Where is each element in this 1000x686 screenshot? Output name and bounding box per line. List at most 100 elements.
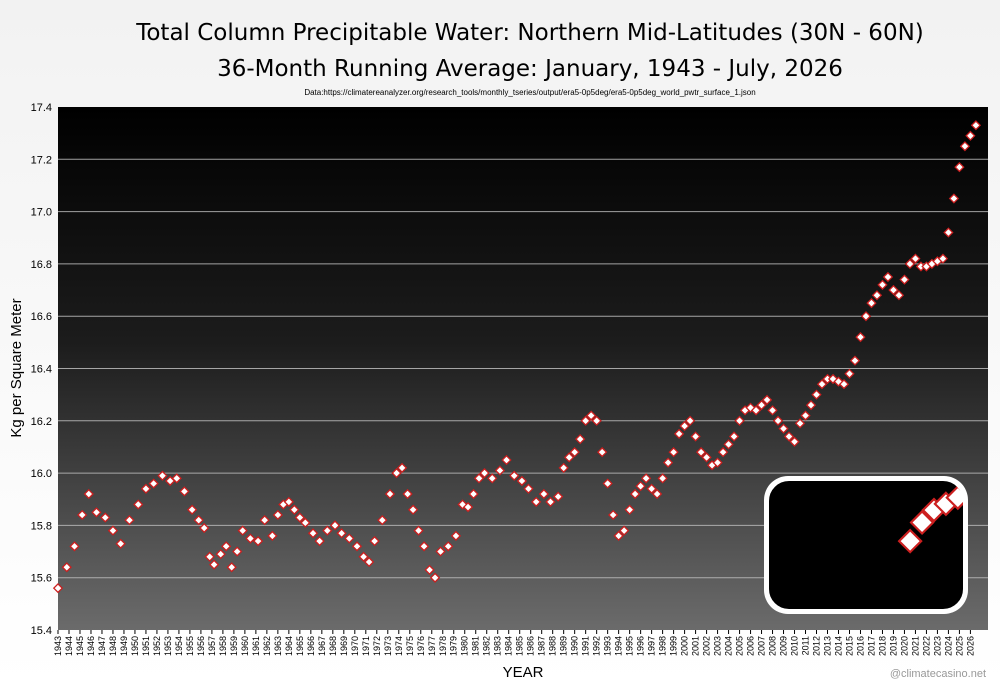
x-tick-label: 1951 — [141, 636, 151, 656]
x-tick-label: 1974 — [394, 636, 404, 656]
x-tick-label: 2010 — [790, 636, 800, 656]
data-point — [608, 509, 619, 521]
data-point — [215, 549, 226, 560]
x-tick-label: 2000 — [680, 636, 690, 656]
y-tick-label: 17.0 — [31, 207, 52, 219]
data-point — [844, 368, 855, 379]
data-point — [329, 520, 341, 531]
data-point — [937, 253, 949, 264]
data-point — [479, 467, 490, 479]
y-tick-label: 17.4 — [31, 102, 52, 114]
x-tick-label: 1968 — [328, 636, 338, 656]
data-point — [148, 478, 159, 489]
x-tick-label: 2007 — [757, 636, 767, 656]
data-point — [237, 525, 248, 536]
data-point — [695, 447, 707, 458]
data-point — [252, 535, 264, 547]
x-tick-label: 2026 — [965, 636, 975, 656]
data-point — [580, 415, 591, 426]
data-point — [893, 290, 905, 301]
x-tick-label: 1984 — [504, 636, 514, 656]
x-tick-label: 1973 — [383, 636, 393, 656]
data-point — [910, 253, 921, 264]
x-tick-label: 1982 — [482, 636, 492, 656]
data-point — [717, 447, 729, 458]
x-tick-label: 2002 — [702, 636, 712, 656]
data-point — [115, 538, 126, 549]
data-point — [443, 541, 454, 552]
data-point — [558, 462, 569, 473]
data-point — [877, 279, 888, 290]
y-axis: 15.4 15.6 15.8 16.0 16.2 16.4 16.6 16.8 17.0 17.2… — [31, 102, 52, 637]
x-tick-label: 1960 — [240, 636, 250, 656]
x-tick-label: 1978 — [438, 636, 448, 656]
data-point — [838, 379, 850, 390]
watermark: @climatecasino.net — [889, 668, 986, 680]
x-tick-label: 1945 — [75, 636, 85, 656]
data-point — [413, 525, 424, 536]
data-point — [761, 394, 773, 405]
inset-data-point — [897, 528, 923, 554]
data-point — [970, 120, 982, 131]
data-point — [959, 141, 971, 152]
x-tick-label: 2018 — [877, 636, 887, 656]
data-point — [772, 415, 784, 426]
x-tick-label: 2022 — [921, 636, 931, 656]
data-point — [805, 399, 817, 411]
data-point — [613, 530, 624, 541]
data-point — [602, 478, 613, 489]
data-point — [429, 572, 441, 583]
x-tick-label: 1957 — [207, 636, 217, 656]
x-tick-label: 1943 — [53, 636, 63, 656]
data-point — [684, 415, 696, 426]
x-tick-label: 1947 — [97, 636, 107, 656]
data-point — [300, 517, 311, 528]
x-tick-label: 2025 — [954, 636, 964, 656]
data-point — [619, 525, 630, 536]
y-tick-label: 15.8 — [31, 520, 52, 532]
x-tick-label: 1952 — [152, 636, 162, 656]
data-point — [107, 525, 119, 536]
data-point — [186, 504, 198, 515]
x-tick-label: 2008 — [768, 636, 778, 656]
x-tick-label: 1971 — [361, 636, 371, 656]
data-point — [882, 271, 894, 283]
data-point — [283, 496, 294, 507]
data-point — [575, 433, 586, 445]
x-tick-label: 1966 — [306, 636, 316, 656]
x-tick-label: 2024 — [943, 636, 953, 656]
data-point — [899, 274, 910, 285]
data-point — [418, 541, 430, 552]
x-tick-label: 1977 — [427, 636, 437, 656]
data-point — [943, 227, 954, 238]
x-tick-label: 1976 — [416, 636, 426, 656]
x-tick-label: 1961 — [251, 636, 261, 656]
x-axis: 1943 1944 1945 1946 1947 1948 1949 1950 1951 1952… — [53, 630, 975, 656]
data-point — [866, 298, 877, 309]
data-point — [646, 483, 657, 494]
data-point — [855, 332, 866, 343]
data-point — [778, 423, 789, 434]
data-point — [630, 488, 641, 500]
y-tick-label: 16.2 — [31, 416, 52, 428]
x-tick-label: 1963 — [273, 636, 283, 656]
data-point — [597, 447, 608, 458]
data-point — [756, 399, 767, 411]
data-point — [267, 530, 278, 541]
x-tick-label: 1988 — [548, 636, 558, 656]
y-tick-label: 16.0 — [31, 468, 52, 480]
x-tick-label: 2020 — [899, 636, 909, 656]
data-point — [564, 452, 575, 463]
data-point — [407, 504, 419, 515]
data-point — [948, 193, 960, 204]
data-point — [545, 496, 556, 507]
chart-title: Total Column Precipitable Water: Norther… — [136, 20, 924, 46]
data-source-note: Data:https://climatereanalyzer.org/resea… — [304, 88, 756, 97]
data-point — [52, 583, 64, 594]
x-tick-label: 1964 — [284, 636, 294, 656]
data-point — [314, 535, 325, 547]
x-tick-label: 2009 — [779, 636, 789, 656]
y-tick-label: 17.2 — [31, 154, 52, 166]
data-point — [272, 509, 283, 521]
